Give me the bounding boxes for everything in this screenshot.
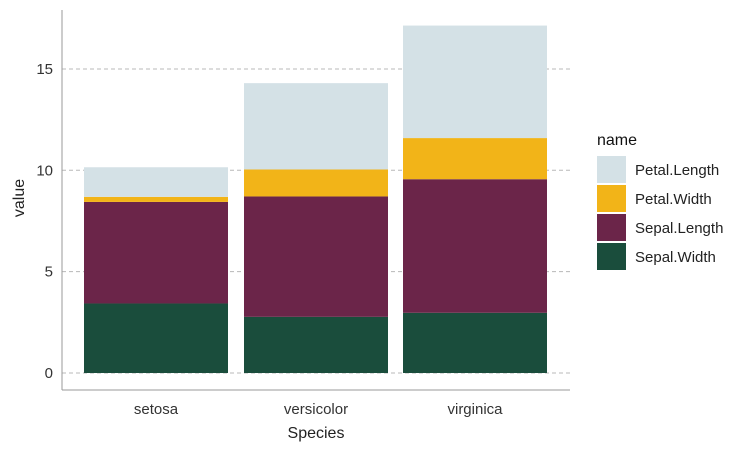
y-tick-labels: 0 5 10 15 bbox=[36, 61, 53, 382]
legend-swatch-petal-length bbox=[597, 156, 626, 183]
y-tick-label: 15 bbox=[36, 61, 53, 78]
bar-segment-versicolor-sepal-width bbox=[244, 316, 388, 373]
legend-swatch-sepal-width bbox=[597, 243, 626, 270]
legend-label-petal-length: Petal.Length bbox=[635, 162, 719, 179]
x-tick-label-virginica: virginica bbox=[447, 401, 503, 418]
bar-segment-virginica-petal-length bbox=[403, 25, 547, 139]
bar-segment-setosa-petal-width bbox=[84, 196, 228, 202]
legend-label-sepal-width: Sepal.Width bbox=[635, 249, 716, 266]
x-tick-label-setosa: setosa bbox=[134, 401, 179, 418]
bar-segment-virginica-sepal-length bbox=[403, 179, 547, 313]
bar-segment-setosa-sepal-length bbox=[84, 201, 228, 304]
legend: name Petal.Length Petal.Width Sepal.Length… bbox=[597, 132, 723, 270]
y-tick-label: 0 bbox=[45, 365, 53, 382]
legend-swatch-petal-width bbox=[597, 185, 626, 212]
legend-label-petal-width: Petal.Width bbox=[635, 191, 712, 208]
y-axis-title: value bbox=[11, 179, 28, 217]
y-tick-label: 10 bbox=[36, 162, 53, 179]
bar-segment-versicolor-petal-width bbox=[244, 169, 388, 197]
bar-segment-versicolor-sepal-length bbox=[244, 196, 388, 317]
x-tick-label-versicolor: versicolor bbox=[284, 401, 348, 418]
bar-segment-setosa-sepal-width bbox=[84, 303, 228, 373]
bar-segment-virginica-petal-width bbox=[403, 138, 547, 180]
bar-segment-setosa-petal-length bbox=[84, 167, 228, 197]
legend-title: name bbox=[597, 132, 637, 149]
axes bbox=[61, 10, 570, 391]
bar-segment-virginica-sepal-width bbox=[403, 312, 547, 373]
bars bbox=[84, 25, 547, 373]
y-tick-label: 5 bbox=[45, 264, 53, 281]
x-axis-title: Species bbox=[288, 425, 345, 442]
legend-label-sepal-length: Sepal.Length bbox=[635, 220, 723, 237]
x-tick-labels: setosa versicolor virginica bbox=[134, 401, 503, 418]
bar-segment-versicolor-petal-length bbox=[244, 83, 388, 170]
legend-swatch-sepal-length bbox=[597, 214, 626, 241]
